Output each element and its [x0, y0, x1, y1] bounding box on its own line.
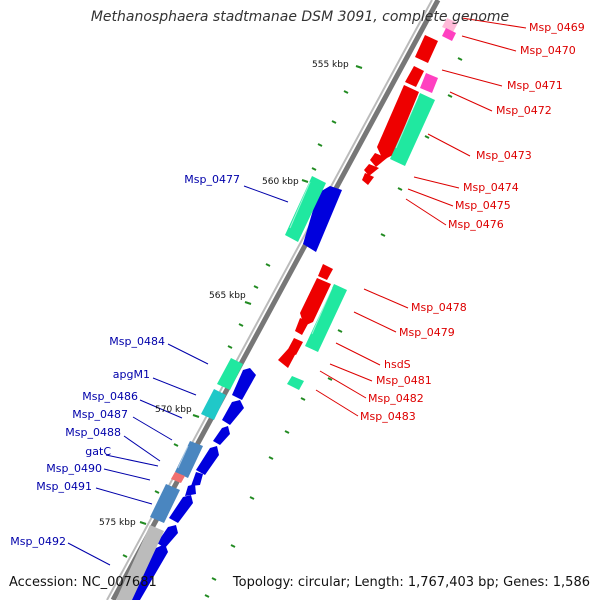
gene-label[interactable]: Msp_0482 [368, 392, 424, 405]
gene-label[interactable]: Msp_0470 [520, 44, 576, 57]
kbp-tick: 555 kbp [312, 60, 349, 70]
gene-Msp_0471-pink[interactable] [420, 73, 438, 93]
gene-Msp_0491[interactable] [150, 484, 180, 523]
gene-Msp_0488[interactable] [175, 441, 203, 478]
leader-lines-right [315, 17, 527, 417]
tick-track-outer [204, 57, 463, 598]
kbp-ruler: 555 kbp 560 kbp 565 kbp 570 kbp 575 kbp [99, 60, 349, 528]
reverse-genes [278, 35, 438, 368]
gene-label[interactable]: Msp_0488 [65, 426, 121, 439]
gene-label[interactable]: Msp_0472 [496, 104, 552, 117]
gene-label[interactable]: Msp_0476 [448, 218, 504, 231]
gene-Msp_0472[interactable] [377, 85, 419, 160]
gene-label[interactable]: Msp_0469 [529, 21, 585, 34]
gene-label[interactable]: Msp_0486 [82, 390, 138, 403]
gene-label[interactable]: Msp_0490 [46, 462, 102, 475]
gene-label[interactable]: gatC [85, 445, 111, 458]
gene-label[interactable]: Msp_0474 [463, 181, 519, 194]
kbp-tick: 570 kbp [155, 405, 192, 415]
gene-Msp_0473[interactable] [390, 93, 435, 166]
gene-label[interactable]: Msp_0478 [411, 301, 467, 314]
kbp-tick: 560 kbp [262, 177, 299, 187]
accession-text: Accession: NC_007681 [9, 575, 157, 590]
gene-label[interactable]: Msp_0479 [399, 326, 455, 339]
gene-label[interactable]: Msp_0487 [72, 408, 128, 421]
kbp-tick: 565 kbp [209, 291, 246, 301]
gene-Msp_0479[interactable] [300, 278, 331, 326]
gene-label[interactable]: Msp_0473 [476, 149, 532, 162]
gene-label[interactable]: hsdS [384, 358, 411, 371]
forward-genes [128, 186, 342, 600]
gene-Msp_0479-green[interactable] [305, 284, 347, 352]
gene-apgM1[interactable] [201, 389, 226, 420]
gene-Msp_0471[interactable] [405, 66, 424, 87]
genome-summary-text: Topology: circular; Length: 1,767,403 bp… [232, 575, 590, 590]
tick-track-inner [122, 65, 363, 558]
map-title: Methanosphaera stadtmanae DSM 3091, comp… [90, 9, 510, 25]
gene-label[interactable]: apgM1 [113, 368, 150, 381]
gene-Msp_0481[interactable] [278, 349, 296, 368]
gene-label[interactable]: Msp_0491 [36, 480, 92, 493]
gene-Msp_0484[interactable] [217, 358, 243, 390]
kbp-tick: 575 kbp [99, 518, 136, 528]
leader-lines-left [67, 185, 289, 566]
gene-Msp_0470[interactable] [415, 35, 438, 63]
gene-label[interactable]: Msp_0483 [360, 410, 416, 423]
gene-gatC[interactable] [171, 472, 185, 483]
gene-label[interactable]: Msp_0471 [507, 79, 563, 92]
gene-label[interactable]: Msp_0481 [376, 374, 432, 387]
gene-Msp_0478[interactable] [318, 264, 333, 280]
gene-Msp_0483[interactable] [287, 376, 304, 390]
gene-label[interactable]: Msp_0492 [10, 535, 66, 548]
gene-Msp_0477[interactable] [303, 186, 342, 252]
gene-label[interactable]: Msp_0477 [184, 173, 240, 186]
gene-labels-left: Msp_0477 Msp_0484 apgM1 Msp_0486 Msp_048… [10, 173, 240, 548]
gene-Msp_0477-green[interactable] [285, 176, 326, 242]
gene-label[interactable]: Msp_0475 [455, 199, 511, 212]
gene-labels-right: Msp_0469 Msp_0470 Msp_0471 Msp_0472 Msp_… [360, 21, 585, 423]
gene-Msp_0492-grey[interactable] [116, 525, 164, 600]
gene-label[interactable]: Msp_0484 [109, 335, 165, 348]
